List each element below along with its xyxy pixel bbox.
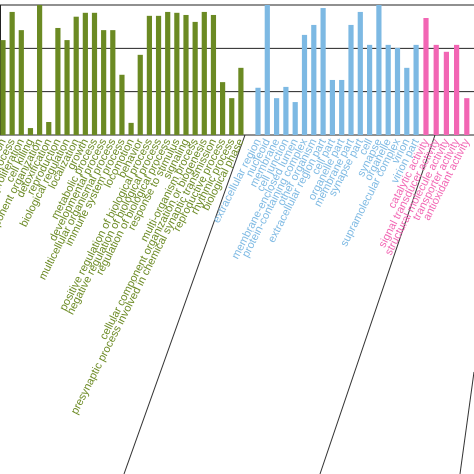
bar — [292, 102, 298, 135]
bar — [91, 12, 98, 135]
bar — [37, 5, 43, 135]
bar — [46, 122, 52, 135]
bar — [301, 34, 308, 135]
bar — [155, 15, 162, 135]
bar — [146, 15, 152, 135]
bar — [137, 54, 143, 136]
bar — [9, 11, 15, 135]
bar — [238, 67, 244, 135]
bar — [376, 5, 382, 135]
bar — [274, 98, 280, 135]
bar — [110, 30, 116, 136]
group-divider — [459, 371, 474, 474]
bar — [55, 27, 61, 135]
bar — [183, 14, 189, 135]
bar — [229, 98, 235, 135]
bar — [443, 51, 449, 135]
bar — [329, 79, 335, 135]
bar — [101, 30, 107, 136]
bar — [201, 11, 207, 135]
bar — [165, 11, 171, 135]
bar — [413, 44, 419, 135]
bar — [0, 40, 6, 135]
bar — [357, 11, 363, 135]
bar — [454, 44, 460, 135]
bar — [220, 82, 226, 135]
bar — [433, 44, 439, 135]
group-divider — [319, 134, 436, 474]
bar — [192, 21, 198, 135]
bar — [464, 98, 470, 135]
bar — [82, 12, 88, 135]
bar — [394, 47, 401, 135]
bar — [64, 40, 70, 135]
bar — [385, 44, 391, 135]
bar — [311, 24, 317, 135]
bar — [210, 14, 217, 135]
bar — [348, 24, 354, 135]
bar — [27, 128, 34, 135]
bar — [264, 5, 270, 135]
bar — [320, 8, 326, 135]
bar — [339, 79, 345, 135]
bar — [174, 12, 180, 135]
bar — [18, 30, 24, 136]
bar — [128, 122, 134, 135]
bar — [283, 86, 289, 135]
bar — [367, 44, 373, 135]
bar — [119, 74, 125, 135]
bar — [423, 18, 429, 135]
bar — [255, 87, 261, 135]
bar — [73, 16, 79, 136]
bar — [404, 67, 410, 135]
group-divider — [123, 134, 246, 474]
